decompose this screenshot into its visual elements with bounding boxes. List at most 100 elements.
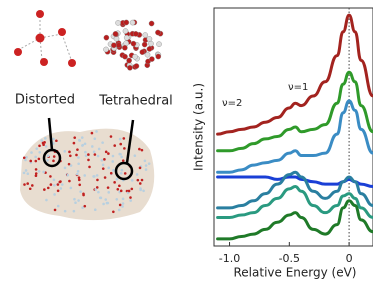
atom xyxy=(70,187,73,190)
atom xyxy=(131,41,136,46)
atom xyxy=(122,45,127,50)
annotation: ν=2 xyxy=(222,98,242,109)
atom xyxy=(139,182,142,185)
atom xyxy=(99,196,102,199)
atom xyxy=(69,154,72,157)
atom xyxy=(131,179,134,182)
atom xyxy=(64,210,67,213)
atom xyxy=(145,52,150,57)
atom xyxy=(27,172,30,175)
atom xyxy=(93,175,96,178)
atom xyxy=(121,169,124,172)
atom xyxy=(129,196,132,199)
label-tetrahedral: Tetrahedral xyxy=(98,94,173,109)
atom xyxy=(142,189,145,192)
atom xyxy=(57,183,60,186)
atom xyxy=(23,172,26,175)
atom xyxy=(73,198,76,201)
atom xyxy=(132,54,137,59)
atom xyxy=(119,204,122,207)
atom xyxy=(43,188,46,191)
atom xyxy=(141,149,144,152)
atom xyxy=(93,151,96,154)
atom xyxy=(123,28,128,33)
atom xyxy=(147,46,152,51)
atom xyxy=(47,187,50,190)
atom xyxy=(98,148,101,151)
atom xyxy=(77,162,80,165)
atom xyxy=(47,155,50,158)
atom xyxy=(78,183,81,186)
atom xyxy=(26,182,29,185)
atom xyxy=(123,137,126,140)
atom xyxy=(76,148,79,151)
atom xyxy=(81,144,84,147)
atom xyxy=(58,181,61,184)
atom xyxy=(104,176,107,179)
atom xyxy=(24,159,27,162)
atom xyxy=(95,130,98,133)
atom xyxy=(34,156,37,159)
atom xyxy=(147,36,152,41)
atom xyxy=(119,138,122,141)
figure: Distorted Tetrahedral Relative Energy (e… xyxy=(0,0,373,284)
atom xyxy=(77,199,80,202)
atom xyxy=(78,139,81,142)
atom xyxy=(110,135,113,138)
atom xyxy=(94,153,97,156)
atom xyxy=(96,186,99,189)
atom xyxy=(111,43,116,48)
atom xyxy=(127,65,132,70)
atom xyxy=(49,175,52,178)
atom xyxy=(104,35,109,40)
atom xyxy=(128,190,131,193)
atom xyxy=(116,178,119,181)
atom xyxy=(81,136,84,139)
atom xyxy=(122,202,125,205)
atom xyxy=(52,160,55,163)
atom xyxy=(35,147,38,150)
atom xyxy=(87,159,90,162)
atom xyxy=(104,198,107,201)
atom xyxy=(107,166,110,169)
atom xyxy=(35,172,38,175)
atom xyxy=(57,189,60,192)
atom xyxy=(79,190,82,193)
atom xyxy=(139,189,142,192)
atom xyxy=(127,58,132,63)
atom xyxy=(102,163,105,166)
atom xyxy=(45,145,48,148)
atom xyxy=(138,148,141,151)
atom xyxy=(115,198,118,201)
atom xyxy=(77,170,80,173)
spectrum-line xyxy=(218,101,373,172)
atom xyxy=(76,173,79,176)
atom xyxy=(97,155,100,158)
atom xyxy=(64,167,67,170)
atom xyxy=(60,187,63,190)
atom xyxy=(121,205,124,208)
atom xyxy=(122,198,125,201)
atom xyxy=(66,174,69,177)
atom xyxy=(44,137,47,140)
atom xyxy=(70,164,73,167)
atom xyxy=(103,47,108,52)
atom xyxy=(55,139,58,142)
label-distorted: Distorted xyxy=(15,93,75,108)
atom xyxy=(120,172,123,175)
atom xyxy=(116,43,121,48)
atom xyxy=(34,160,37,163)
atom xyxy=(107,191,110,194)
atom xyxy=(155,30,160,35)
x-tick-label: -1.0 xyxy=(219,252,240,265)
atom xyxy=(53,193,56,196)
atom xyxy=(118,209,121,212)
atom xyxy=(136,173,139,176)
atom xyxy=(85,154,88,157)
atom xyxy=(145,168,148,171)
atom xyxy=(110,172,113,175)
atom xyxy=(75,154,78,157)
atom xyxy=(113,31,118,36)
atom xyxy=(91,145,94,148)
atom xyxy=(137,179,140,182)
